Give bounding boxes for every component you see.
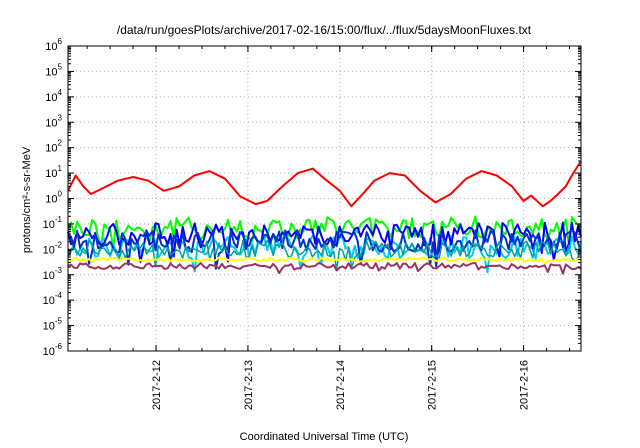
series-line-7	[67, 262, 582, 275]
x-tick-label: 2017-2-15	[427, 360, 439, 410]
y-tick-label: 100	[45, 190, 62, 206]
chart-grid	[68, 46, 581, 351]
x-axis-label: Coordinated Universal Time (UTC)	[240, 431, 409, 443]
series-line-6	[67, 256, 582, 265]
y-axis-label: protons/cm²-s-sr-MeV	[21, 146, 33, 253]
y-tick-label: 101	[45, 164, 62, 180]
y-tick-label: 10-4	[43, 291, 63, 307]
series-line-5	[67, 239, 582, 270]
x-tick-label: 2017-2-16	[519, 360, 531, 410]
chart-series	[67, 160, 582, 275]
x-tick-label: 2017-2-14	[335, 360, 347, 410]
y-tick-label: 10-1	[43, 215, 63, 231]
y-tick-label: 10-5	[43, 317, 63, 333]
y-axis: 10-6 10-5 10-4 10-3 10-2 10-1 100 101 102 103 104 1…	[43, 37, 581, 358]
y-tick-label: 104	[45, 88, 62, 104]
y-tick-label: 103	[45, 113, 62, 129]
x-tick-label: 2017-2-13	[243, 360, 255, 410]
x-axis: 2017-2-12 2017-2-13 2017-2-14 2017-2-15 2017…	[86, 46, 571, 410]
chart-title: /data/run/goesPlots/archive/2017-02-16/1…	[117, 23, 532, 37]
y-tick-label: 10-6	[43, 342, 63, 358]
y-tick-label: 10-2	[43, 240, 63, 256]
y-tick-label: 105	[45, 62, 62, 78]
x-tick-label: 2017-2-12	[151, 360, 163, 410]
y-tick-label: 10-3	[43, 266, 63, 282]
y-tick-label: 102	[45, 139, 62, 155]
y-tick-label: 106	[45, 37, 62, 53]
series-line-1	[67, 215, 582, 249]
series-line-4	[67, 229, 582, 270]
series-line-0	[67, 160, 582, 208]
